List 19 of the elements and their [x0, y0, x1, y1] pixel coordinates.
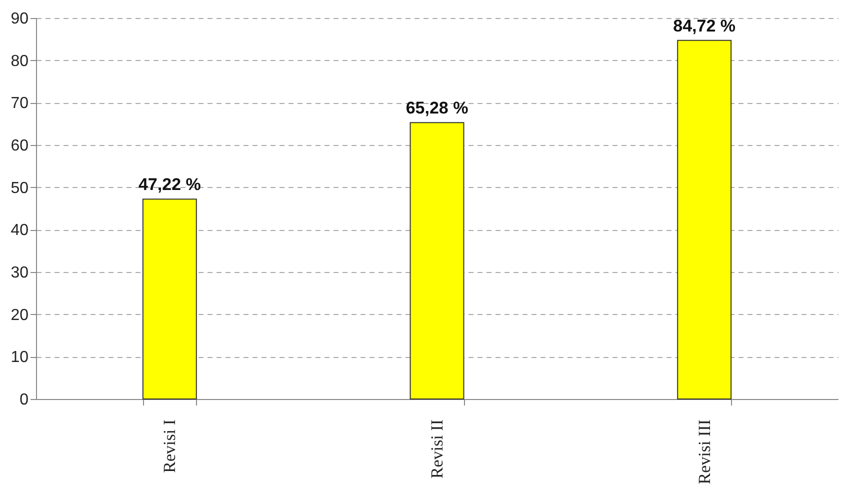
y-tick-label: 10 — [10, 349, 29, 366]
data-label: 65,28 % — [406, 98, 468, 118]
data-label: 84,72 % — [673, 16, 736, 36]
data-label: 47,22 % — [138, 175, 201, 194]
y-tick-label: 0 — [20, 392, 29, 408]
y-tick-label: 40 — [10, 222, 29, 240]
y-tick-label: 80 — [10, 52, 29, 70]
x-tick-label: Revisi III — [694, 419, 714, 484]
y-tick-label: 50 — [10, 180, 29, 197]
y-tick-label: 90 — [10, 10, 29, 28]
x-tick-label: Revisi I — [160, 419, 180, 473]
y-tick-label: 70 — [10, 95, 29, 112]
y-tick-label: 20 — [10, 306, 29, 324]
x-tick-label: Revisi II — [428, 419, 446, 479]
bar — [410, 122, 464, 400]
y-tick-label: 30 — [10, 264, 29, 282]
bar — [677, 40, 732, 400]
bar — [142, 198, 197, 400]
y-tick-label: 60 — [10, 138, 29, 154]
